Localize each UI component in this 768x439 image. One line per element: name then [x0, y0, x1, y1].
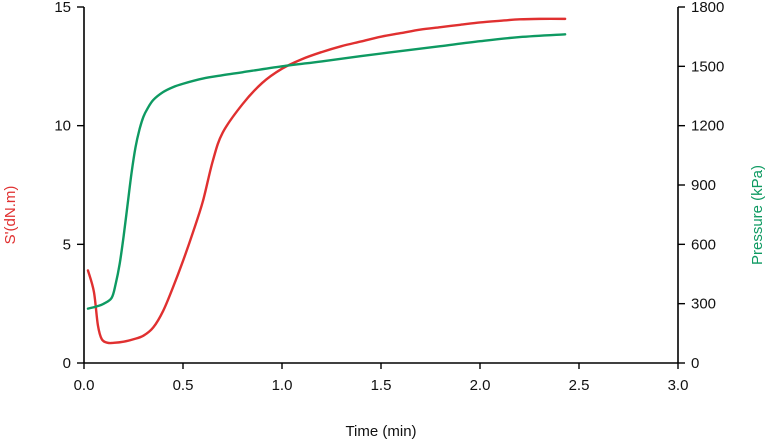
left-y-tick-label: 15 [54, 0, 71, 16]
x-tick-label: 3.0 [668, 377, 689, 394]
left-y-tick-label: 10 [54, 118, 71, 135]
right-y-axis-title: Pressure (kPa) [749, 165, 766, 265]
left-y-tick-label: 0 [63, 355, 71, 372]
x-tick-label: 1.0 [272, 377, 293, 394]
right-y-tick-label: 300 [691, 296, 716, 313]
right-y-tick-label: 1200 [691, 118, 724, 135]
series-layer [86, 17, 567, 345]
axis-layer [83, 7, 679, 364]
tick-layer: 0.0 0.5 1.0 1.5 2.0 2.5 3.00510150300600900120… [54, 0, 724, 394]
right-y-tick-label: 900 [691, 177, 716, 194]
right-y-tick-label: 600 [691, 236, 716, 253]
right-y-tick-label: 0 [691, 355, 699, 372]
torque-line [86, 17, 567, 345]
x-tick-label: 1.5 [371, 377, 392, 394]
left-y-tick-label: 5 [63, 236, 71, 253]
x-axis-title: Time (min) [345, 423, 416, 439]
right-y-tick-label: 1800 [691, 0, 724, 16]
x-tick-label: 0.0 [74, 377, 95, 394]
x-tick-label: 0.5 [173, 377, 194, 394]
x-tick-label: 2.0 [470, 377, 491, 394]
right-y-tick-label: 1500 [691, 58, 724, 75]
pressure-line [86, 33, 567, 310]
left-y-axis-title: S'(dN.m) [2, 186, 19, 245]
x-tick-label: 2.5 [569, 377, 590, 394]
